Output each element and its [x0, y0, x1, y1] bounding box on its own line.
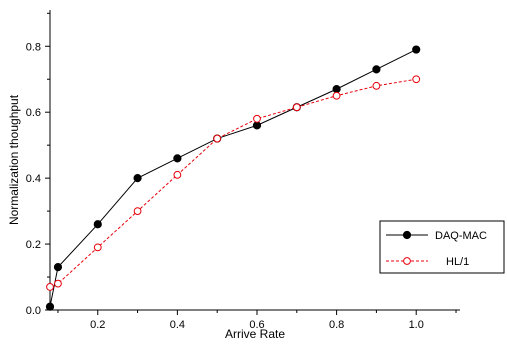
x-tick-label: 0.4 [170, 319, 185, 331]
series-2-point [332, 91, 341, 100]
series-1-point [372, 65, 381, 74]
series-2-point [292, 103, 301, 112]
series-1-point [332, 85, 341, 94]
series-1-point [173, 154, 182, 163]
x-axis-label: Arrive Rate [225, 327, 285, 341]
x-tick-label: 0.2 [90, 319, 105, 331]
series-2-point [133, 207, 142, 215]
series-1-point [133, 174, 142, 183]
series-2-point [372, 81, 381, 90]
series-line-1 [49, 49, 417, 307]
x-tick-label: 0.8 [329, 319, 344, 331]
y-tick-label: 0.0 [26, 305, 41, 317]
x-axis-ticks: 0.2 0.4 0.6 0.8 1.0 [57, 310, 457, 331]
y-tick-label: 0.2 [26, 239, 41, 251]
series-1-point [252, 121, 262, 130]
legend-label-1: DAQ-MAC [435, 230, 487, 242]
series-1-point [45, 302, 55, 311]
series-2-point [213, 134, 222, 143]
series-2-point [253, 114, 261, 123]
series-2-point [54, 279, 62, 288]
legend-marker-1 [402, 230, 412, 240]
series-2-point [412, 75, 421, 84]
series-2-point [46, 283, 54, 291]
axes [49, 10, 460, 311]
series-1-point [93, 220, 102, 229]
plot-area [45, 45, 421, 311]
legend-marker-2 [403, 257, 411, 265]
y-tick-label: 0.6 [26, 107, 41, 119]
y-axis-label: Normalization thoughput [7, 94, 21, 225]
x-tick-label: 0.6 [249, 319, 264, 331]
series-1-point [53, 263, 63, 272]
x-tick-label: 1.0 [409, 319, 424, 331]
series-line-2 [49, 78, 417, 288]
series-2-point [173, 170, 182, 179]
y-tick-label: 0.4 [26, 173, 41, 185]
legend: DAQ-MAC HL/1 [379, 220, 505, 274]
series-1-point [412, 45, 421, 54]
legend-box [379, 220, 505, 274]
legend-label-2: HL/1 [446, 256, 469, 268]
y-tick-label: 0.8 [26, 41, 41, 53]
series-2-point [93, 243, 102, 252]
legend-items: DAQ-MAC HL/1 [386, 230, 487, 268]
y-axis-ticks: 0.0 0.2 0.4 0.6 0.8 [26, 12, 50, 317]
